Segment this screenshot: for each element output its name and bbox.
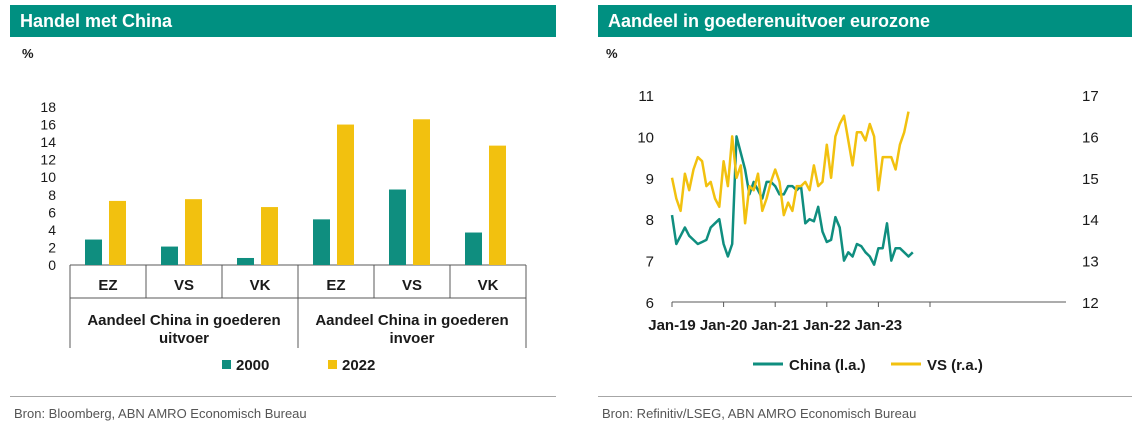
chart-title: Aandeel in goederenuitvoer eurozone [598, 5, 1132, 37]
right-y-tick-label: 17 [1082, 88, 1099, 105]
bar-2000 [85, 239, 102, 265]
y-tick-label: 8 [48, 187, 56, 203]
left-y-tick-label: 9 [646, 171, 654, 188]
chart-title: Handel met China [10, 5, 556, 37]
legend-label: 2022 [342, 357, 375, 374]
y-tick-label: 14 [40, 134, 56, 150]
group-label: Aandeel China in goederen [87, 312, 280, 329]
x-tick-label: VK [478, 277, 499, 294]
y-axis-unit: % [606, 46, 618, 61]
y-tick-label: 0 [48, 257, 56, 273]
legend-swatch-2000 [222, 360, 231, 369]
right-y-tick-label: 15 [1082, 171, 1099, 188]
x-tick-label: VS [174, 277, 194, 294]
series-line-left [670, 135, 914, 266]
x-tick-label: Jan-20 [700, 317, 748, 334]
x-tick-label: Jan-23 [855, 317, 903, 334]
line-chart-panel: Aandeel in goederenuitvoer eurozone % 6 7… [588, 0, 1148, 432]
series-line-right [670, 111, 910, 225]
group-label: Aandeel China in goederen [315, 312, 508, 329]
left-y-tick-label: 10 [637, 129, 654, 146]
source-text: Bron: Bloomberg, ABN AMRO Economisch Bur… [14, 406, 307, 421]
y-tick-label: 18 [40, 99, 56, 115]
legend-label: VS (r.a.) [927, 357, 983, 374]
right-y-tick-label: 16 [1082, 129, 1099, 146]
bar-2000 [161, 246, 178, 265]
bar-2000 [313, 219, 330, 265]
group-label: uitvoer [159, 330, 209, 347]
legend-label: 2000 [236, 357, 269, 374]
bar-2022 [185, 199, 202, 265]
bar-2022 [337, 124, 354, 265]
bar-2000 [389, 189, 406, 265]
bar-2000 [465, 232, 482, 265]
right-y-tick-label: 14 [1082, 212, 1099, 229]
bar-2022 [413, 119, 430, 266]
x-tick-label: Jan-21 [751, 317, 799, 334]
bar-2022 [489, 145, 506, 265]
source-divider [10, 396, 556, 397]
left-y-tick-label: 8 [646, 212, 654, 229]
y-tick-label: 6 [48, 204, 56, 220]
y-tick-label: 12 [40, 152, 56, 168]
source-divider [598, 396, 1132, 397]
y-tick-label: 2 [48, 239, 56, 255]
y-tick-label: 16 [40, 117, 56, 133]
bar-2022 [261, 207, 278, 265]
right-y-tick-label: 13 [1082, 254, 1099, 271]
right-y-tick-label: 12 [1082, 295, 1099, 312]
source-text: Bron: Refinitiv/LSEG, ABN AMRO Economisc… [602, 406, 917, 421]
x-tick-label: VK [250, 277, 271, 294]
legend-swatch-2022 [328, 360, 337, 369]
x-tick-label: EZ [98, 277, 117, 294]
y-tick-label: 4 [48, 222, 56, 238]
y-tick-label: 10 [40, 169, 56, 185]
bar-2022 [109, 200, 126, 265]
bar-chart-panel: Handel met China % 0 2 4 6 8 10 12 14 16 18 EZ VS VK… [0, 0, 570, 432]
group-label: invoer [389, 330, 434, 347]
x-tick-label: Jan-22 [803, 317, 851, 334]
left-y-tick-label: 6 [646, 295, 654, 312]
x-tick-label: Jan-19 [648, 317, 696, 334]
left-y-tick-label: 7 [646, 254, 654, 271]
left-y-tick-label: 11 [638, 88, 654, 105]
x-tick-label: EZ [326, 277, 345, 294]
x-tick-label: VS [402, 277, 422, 294]
legend-label: China (l.a.) [789, 357, 866, 374]
y-axis-unit: % [22, 46, 34, 61]
bar-2000 [237, 257, 254, 265]
